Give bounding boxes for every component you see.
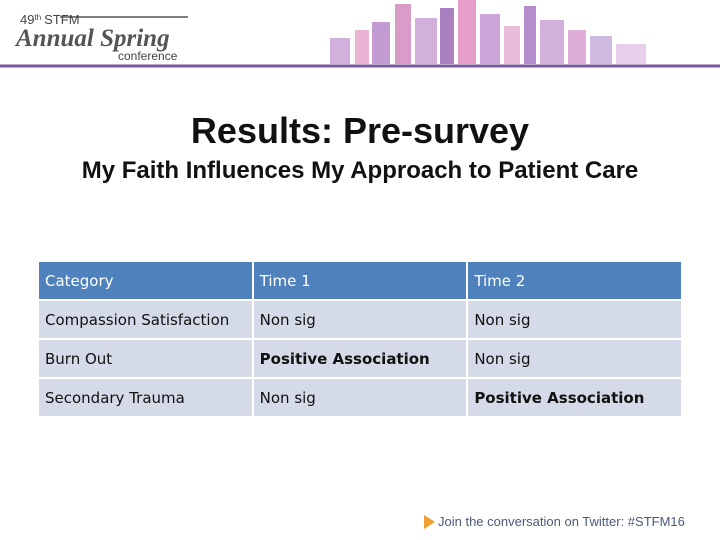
cell: Positive Association bbox=[251, 338, 469, 379]
cell: Non sig bbox=[466, 299, 683, 340]
row: Burn Out Positive Association Non sig bbox=[37, 338, 683, 379]
results-table: Category Time 1 Time 2 Compassion Satisf… bbox=[37, 260, 683, 418]
header-cell: Time 2 bbox=[466, 260, 683, 301]
cell: Non sig bbox=[251, 377, 469, 418]
cell: Compassion Satisfaction bbox=[37, 299, 254, 340]
header-row: Category Time 1 Time 2 bbox=[37, 260, 683, 301]
cell: Positive Association bbox=[466, 377, 683, 418]
logo-event: conference bbox=[118, 49, 178, 63]
cell: Secondary Trauma bbox=[37, 377, 254, 418]
row: Secondary Trauma Non sig Positive Associ… bbox=[37, 377, 683, 418]
cell: Non sig bbox=[466, 338, 683, 379]
header-cell: Category bbox=[37, 260, 254, 301]
header-banner: 49th STFM Annual Spring conference bbox=[0, 0, 720, 68]
cell: Non sig bbox=[251, 299, 469, 340]
title: Results: Pre-survey bbox=[190, 110, 530, 151]
footer-text: Join the conversation on Twitter: #STFM1… bbox=[438, 514, 685, 529]
row: Compassion Satisfaction Non sig Non sig bbox=[37, 299, 683, 340]
logo-name: Annual Spring bbox=[14, 25, 170, 52]
logo-edition: 49th STFM bbox=[20, 12, 80, 27]
cell: Burn Out bbox=[37, 338, 254, 379]
subtitle: My Faith Influences My Approach to Patie… bbox=[81, 157, 639, 184]
footer-arrow bbox=[424, 515, 435, 529]
header-cell: Time 1 bbox=[251, 260, 469, 301]
